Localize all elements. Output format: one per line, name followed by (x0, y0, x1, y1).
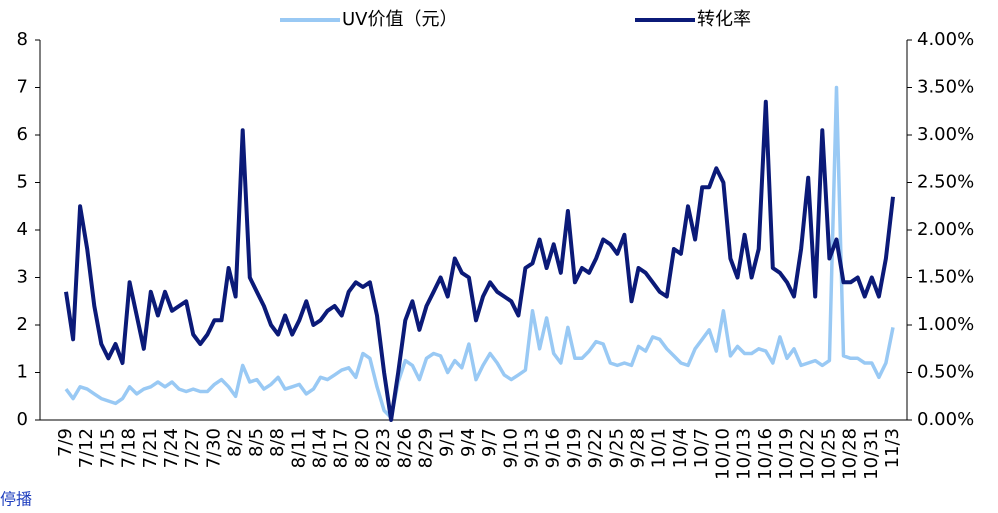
series-line (64, 99, 895, 422)
x-tick-label: 10/7 (691, 428, 712, 468)
x-tick-label: 8/23 (373, 428, 394, 468)
x-tick-label: 10/1 (649, 428, 670, 468)
x-tick-label: 7/30 (203, 428, 224, 468)
x-tick-label: 8/29 (415, 428, 436, 468)
x-tick-label: 9/22 (585, 428, 606, 468)
y-tick-label: 8 (17, 29, 28, 50)
x-tick-label: 7/9 (55, 428, 76, 457)
x-tick-label: 10/16 (755, 428, 776, 480)
y2-tick-label: 3.00% (917, 124, 974, 145)
x-tick-label: 8/14 (309, 428, 330, 468)
x-tick-label: 9/19 (564, 428, 585, 468)
x-tick-label: 7/12 (76, 428, 97, 468)
x-tick-label: 9/7 (479, 428, 500, 457)
x-tick-label: 7/15 (97, 428, 118, 468)
x-tick-label: 9/25 (606, 428, 627, 468)
x-tick-label: 10/4 (670, 428, 691, 468)
y-tick-label: 4 (17, 219, 28, 240)
y2-tick-label: 1.50% (917, 267, 974, 288)
x-tick-label: 8/11 (288, 428, 309, 468)
x-tick-label: 7/21 (140, 428, 161, 468)
x-tick-label: 7/24 (161, 428, 182, 468)
x-tick-label: 10/19 (776, 428, 797, 480)
y2-tick-label: 3.50% (917, 77, 974, 98)
y-tick-label: 6 (17, 124, 28, 145)
y2-tick-label: 0.00% (917, 409, 974, 430)
x-tick-label: 10/25 (818, 428, 839, 480)
y-tick-label: 2 (17, 314, 28, 335)
series-line (64, 85, 895, 420)
x-tick-label: 10/22 (797, 428, 818, 480)
y2-tick-label: 1.00% (917, 314, 974, 335)
y-tick-label: 5 (17, 172, 28, 193)
y-tick-label: 1 (17, 362, 28, 383)
x-tick-label: 10/13 (734, 428, 755, 480)
x-tick-label: 8/2 (225, 428, 246, 457)
x-tick-label: 9/4 (458, 428, 479, 457)
y2-tick-label: 4.00% (917, 29, 974, 50)
x-tick-label: 8/17 (331, 428, 352, 468)
y2-tick-label: 2.50% (917, 172, 974, 193)
x-tick-label: 8/20 (352, 428, 373, 468)
y-tick-label: 7 (17, 77, 28, 98)
x-tick-label: 11/3 (882, 428, 903, 468)
x-tick-label: 7/18 (119, 428, 140, 468)
x-tick-label: 10/31 (861, 428, 882, 480)
x-tick-label: 9/10 (500, 428, 521, 468)
legend-label: UV价值（元） (342, 9, 458, 30)
legend-label: 转化率 (697, 9, 751, 30)
x-tick-label: 8/8 (267, 428, 288, 457)
y2-tick-label: 2.00% (917, 219, 974, 240)
x-tick-label: 7/27 (182, 428, 203, 468)
y2-tick-label: 0.50% (917, 362, 974, 383)
x-tick-label: 9/1 (437, 428, 458, 457)
annotation: 停播 (0, 490, 32, 509)
y-tick-label: 0 (17, 409, 28, 430)
x-tick-label: 10/10 (712, 428, 733, 480)
y-tick-label: 3 (17, 267, 28, 288)
x-tick-label: 9/28 (628, 428, 649, 468)
x-tick-label: 8/5 (246, 428, 267, 457)
x-tick-label: 9/16 (543, 428, 564, 468)
x-tick-label: 10/28 (840, 428, 861, 480)
x-tick-label: 8/26 (394, 428, 415, 468)
x-tick-label: 9/13 (522, 428, 543, 468)
